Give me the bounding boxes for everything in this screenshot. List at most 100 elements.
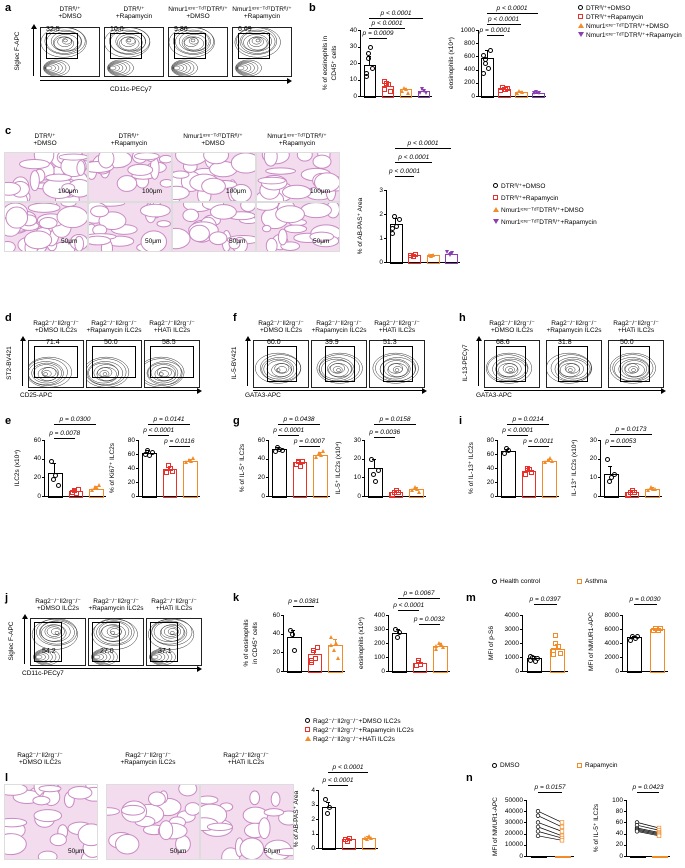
d-flow-1-gate — [92, 346, 136, 378]
h-x-arrow — [484, 387, 666, 395]
d-flow-1-contours — [87, 356, 130, 387]
d-xlabel: CD25-APC — [20, 392, 53, 399]
g-right-tick — [362, 458, 364, 460]
b-right-point — [487, 47, 493, 53]
m-left-errorbar — [556, 644, 558, 649]
n-right-pvalue: p = 0.0423 — [632, 784, 664, 791]
c-group-label-1: DTRᶠˡ/⁺ +Rapamycin — [110, 133, 148, 147]
h-group-label-0: Rag2⁻/⁻Il2rg⁻/⁻ +DMSO ILC2s — [489, 320, 535, 334]
m-right-bar — [649, 629, 666, 673]
h-flow-2 — [608, 340, 664, 388]
i-right-point — [646, 488, 651, 493]
f-x-arrow — [253, 387, 427, 395]
b-left-bar — [363, 64, 377, 98]
h-flow-0-value: 68.6 — [496, 339, 510, 346]
n-legend-1-symbol — [577, 763, 582, 768]
n-right-tick-label: 20 — [615, 841, 623, 849]
n-left-pair-line — [537, 826, 563, 837]
n-right-tick — [624, 844, 626, 846]
k-right-pvalue: p < 0.0001 — [393, 602, 425, 609]
m-left-point — [551, 648, 557, 653]
b-right-point — [515, 90, 520, 95]
c-chart-pvalue: p < 0.0001 — [389, 168, 420, 175]
e-left-point — [94, 485, 99, 490]
n-left-tick — [524, 844, 526, 846]
g-left-bracket — [299, 446, 320, 447]
k-right-pvalue: p = 0.0067 — [403, 590, 435, 597]
k-right-point — [436, 641, 441, 645]
panel-label-i: i — [459, 415, 463, 427]
k-right-bar — [412, 662, 428, 673]
g-right-point — [396, 490, 402, 496]
c-chart-pvalue: p < 0.0001 — [398, 154, 430, 161]
c-group-label-2: Nmur1ᶦᶜʳᵉ⁻ᵀᵈᵀDTRᶠˡ/⁺ +DMSO — [183, 133, 243, 147]
n-right-tick — [624, 833, 626, 835]
m-left-point — [534, 656, 540, 662]
k-left-pvalue: p = 0.0381 — [288, 598, 320, 605]
m-left-x-axis — [522, 671, 568, 672]
k-left-errorbar — [314, 649, 315, 655]
i-left-bracket — [507, 424, 549, 425]
h-y-arrow — [475, 336, 483, 386]
c-histology-bottom-2 — [172, 202, 256, 252]
b-left-point — [365, 51, 371, 57]
n-left-tick — [524, 811, 526, 812]
b-right-tick-label: 200 — [464, 79, 475, 87]
g-right-point — [410, 488, 415, 493]
g-right-tick-label: 0 — [357, 492, 361, 500]
n-left-tick-label: 10000 — [504, 841, 523, 849]
panel-label-c: c — [5, 125, 12, 137]
d-flow-2-value: 58.5 — [162, 339, 176, 346]
l-legend-0-symbol — [305, 718, 310, 723]
l-group-label-1: Rag2⁻/⁻Il2rg⁻/⁻ +Rapamycin ILC2s — [120, 752, 176, 766]
f-group-label-1: Rag2⁻/⁻Il2rg⁻/⁻ +Rapamycin ILC2s — [311, 320, 367, 334]
b-left-tick-label: 10 — [349, 76, 357, 83]
e-left-tick-label: 60 — [33, 436, 41, 444]
n-right-y-axis — [626, 800, 627, 856]
m-left-tick-label: 0 — [515, 667, 519, 675]
k-right-errorbar — [419, 659, 420, 663]
k-left-tick — [281, 615, 283, 616]
m-right-tick — [620, 629, 622, 630]
b-legend-0: DTRᶠˡ/⁺+DMSO — [586, 5, 631, 12]
n-left-paired-lines — [535, 809, 565, 843]
k-right-point — [440, 645, 445, 650]
k-right-bracket — [419, 624, 440, 625]
g-right-tick-label: 30 — [353, 436, 361, 444]
f-ylabel: IL-5-BV421 — [231, 346, 238, 380]
g-right-point — [412, 484, 417, 489]
a-group-label-0: DTRᶠˡ/⁺ +DMSO — [58, 6, 82, 20]
a-flow-0-value: 32.5 — [46, 26, 60, 33]
k-left-tick-label: 40 — [272, 630, 280, 638]
k-right-point — [434, 646, 439, 651]
l-group-label-2: Rag2⁻/⁻Il2rg⁻/⁻ +HATi ILC2s — [223, 752, 269, 766]
e-left-point — [90, 488, 95, 493]
c-chart-point — [412, 251, 418, 257]
b-right-tick — [476, 43, 478, 44]
e-right-tick-label: 20 — [127, 478, 135, 486]
c-scale-bottom-3: 50μm — [313, 238, 330, 245]
n-left-pair-line — [537, 815, 563, 828]
c-chart-tick-label: 1 — [379, 234, 383, 242]
b-right-tick — [476, 69, 478, 71]
i-right-y-axis — [600, 440, 601, 496]
a-flow-0-gate — [46, 33, 78, 59]
c-chart-point — [396, 216, 402, 222]
l-chart-point — [324, 811, 330, 817]
panel-label-l: l — [5, 772, 9, 784]
i-left-point — [549, 459, 554, 463]
c-chart-y-axis — [386, 190, 387, 262]
e-right-bar — [183, 461, 198, 498]
panel-label-j: j — [5, 592, 9, 604]
m-right-pvalue: p = 0.0030 — [629, 596, 661, 603]
c-chart-point — [431, 252, 436, 257]
c-chart-point — [389, 226, 395, 232]
b-left-pvalue: p = 0.0009 — [362, 30, 394, 37]
h-ylabel: IL-13-PECy7 — [462, 344, 469, 382]
e-right-point — [170, 468, 176, 474]
k-right-tick-label: 400 — [374, 611, 385, 619]
n-left-point — [535, 820, 541, 825]
b-legend-2: Nmur1ᶦᶜʳᵉ⁻ᵀᵈᵀDTRᶠˡ/⁺+DMSO — [586, 23, 669, 30]
c-group-label-0: DTRᶠˡ/⁺ +DMSO — [33, 133, 57, 147]
i-right-x-axis — [600, 496, 662, 497]
